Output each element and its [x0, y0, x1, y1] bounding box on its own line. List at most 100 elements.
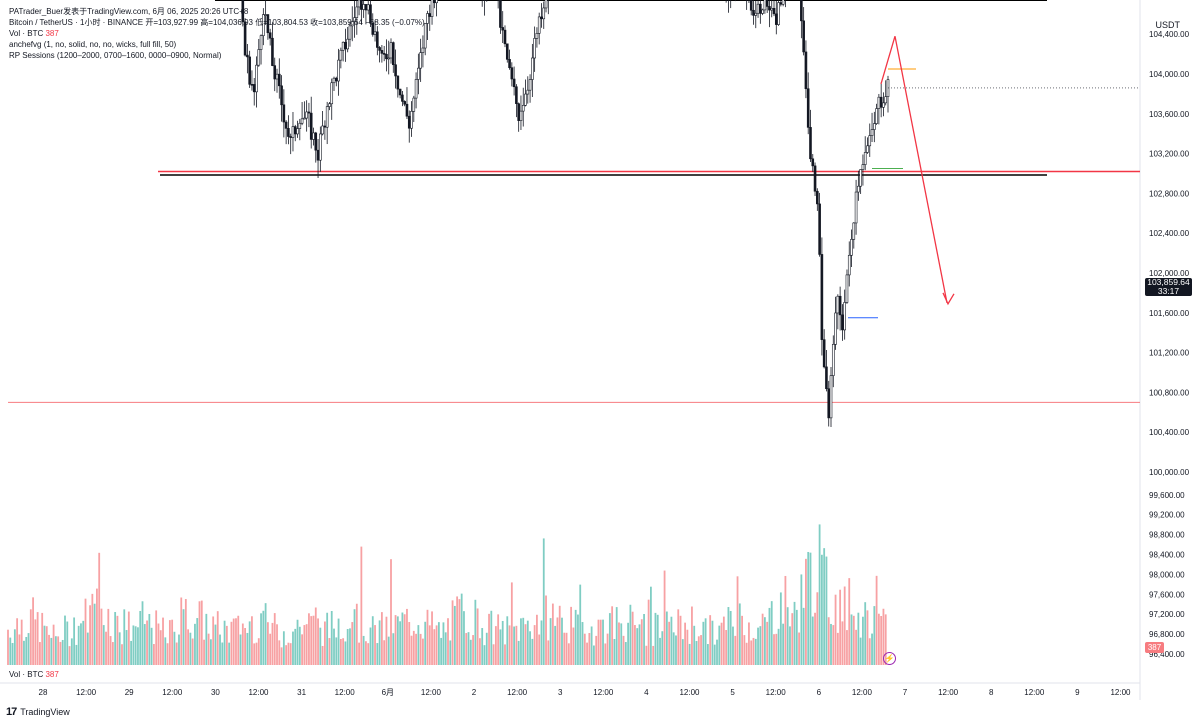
y-tick-label: 100,000.00	[1149, 468, 1190, 477]
candle-body	[512, 78, 516, 88]
volume-bar	[362, 635, 365, 665]
candle-body	[407, 115, 411, 129]
candle-body	[836, 295, 840, 314]
volume-bar	[579, 584, 582, 665]
vol-legend: Vol · BTC 387	[9, 28, 425, 39]
candle-body	[417, 67, 420, 80]
volume-pane-label-text: Vol · BTC	[9, 670, 44, 679]
volume-bar	[43, 625, 46, 665]
volume-bar	[770, 601, 773, 665]
currency-label[interactable]: USDT	[1155, 20, 1181, 30]
candle-body	[433, 0, 436, 4]
indicator-fvg[interactable]: anchefvg (1, no, solid, no, no, wicks, f…	[9, 40, 177, 49]
volume-bar	[355, 603, 358, 665]
candle-body	[371, 22, 375, 35]
volume-bar	[574, 609, 577, 665]
volume-bar	[786, 607, 789, 665]
volume-bar	[239, 634, 242, 665]
candle-body	[330, 82, 334, 105]
volume-bar	[652, 645, 655, 665]
volume-bar	[360, 546, 363, 665]
volume-bar	[287, 642, 290, 665]
volume-bar	[41, 612, 44, 665]
candle-body	[296, 128, 299, 135]
author-line: PATrader_Buer发表于TradingView.com, 6月 06, …	[9, 7, 249, 16]
volume-bar	[428, 625, 431, 665]
volume-bar	[520, 618, 522, 665]
bolt-icon[interactable]: ⚡	[883, 652, 896, 665]
volume-bar	[843, 586, 846, 665]
candle-body	[387, 57, 391, 60]
candle-body	[421, 47, 425, 53]
candle-body	[277, 73, 281, 87]
projection-path	[880, 36, 948, 303]
x-tick-label: 6月	[382, 688, 394, 697]
volume-bar	[476, 608, 479, 665]
volume-bar	[367, 643, 370, 665]
volume-bar	[684, 622, 686, 665]
volume-bar	[458, 599, 461, 665]
volume-bar	[401, 612, 404, 665]
candle-body	[273, 65, 277, 80]
candle-body	[834, 312, 837, 345]
volume-bar	[385, 616, 388, 665]
volume-bar	[816, 592, 819, 665]
countdown-value: 33:17	[1157, 286, 1180, 296]
volume-bar	[198, 601, 201, 665]
volume-bar	[344, 641, 347, 665]
volume-bar	[490, 610, 493, 665]
volume-bar	[349, 628, 351, 665]
candle-body	[316, 149, 320, 161]
volume-bar	[237, 615, 240, 665]
volume-bar	[75, 644, 78, 665]
volume-bar	[597, 619, 600, 665]
volume-bar	[875, 575, 878, 665]
volume-bar	[221, 642, 224, 665]
volume-bar	[650, 586, 652, 665]
volume-bar	[590, 626, 593, 665]
volume-pane-label-value: 387	[45, 670, 59, 679]
candle-body	[772, 7, 776, 15]
volume-bar	[257, 638, 260, 665]
volume-bar	[775, 633, 778, 665]
volume-bar	[451, 600, 454, 665]
volume-bar	[244, 628, 246, 665]
volume-bar	[96, 588, 98, 665]
x-tick-label: 28	[39, 688, 48, 697]
volume-bar	[155, 610, 158, 665]
volume-bar	[681, 639, 684, 665]
volume-bar	[795, 609, 798, 665]
candle-body	[825, 366, 828, 390]
volume-bar	[89, 605, 91, 665]
indicator-sessions[interactable]: RP Sessions (1200–2000, 0700–1600, 0000–…	[9, 51, 222, 60]
volume-bar	[330, 610, 333, 665]
volume-bar	[754, 638, 757, 665]
volume-bar	[702, 621, 705, 665]
volume-bar	[807, 551, 810, 665]
candle-body	[857, 185, 860, 193]
candle-body	[378, 47, 381, 51]
volume-bar	[164, 637, 167, 665]
candle-body	[271, 37, 274, 66]
candle-body	[843, 302, 846, 331]
volume-bar	[212, 616, 215, 665]
candle-body	[854, 191, 858, 224]
candle-body	[809, 127, 812, 160]
volume-bar	[214, 624, 217, 665]
volume-bar	[506, 616, 509, 665]
volume-bar	[319, 627, 322, 665]
candle-body	[275, 73, 279, 80]
y-tick-label: 98,800.00	[1149, 531, 1185, 540]
candle-body	[246, 54, 249, 58]
volume-bar	[526, 620, 529, 665]
volume-bar	[132, 625, 135, 665]
volume-bar	[380, 612, 383, 665]
volume-bar	[241, 623, 244, 665]
x-tick-label: 12:00	[421, 688, 442, 697]
volume-bar	[706, 644, 709, 665]
footer-brand[interactable]: TradingView	[20, 707, 70, 717]
volume-bar	[494, 626, 497, 665]
volume-bar	[768, 607, 771, 665]
volume-bar	[624, 642, 627, 665]
